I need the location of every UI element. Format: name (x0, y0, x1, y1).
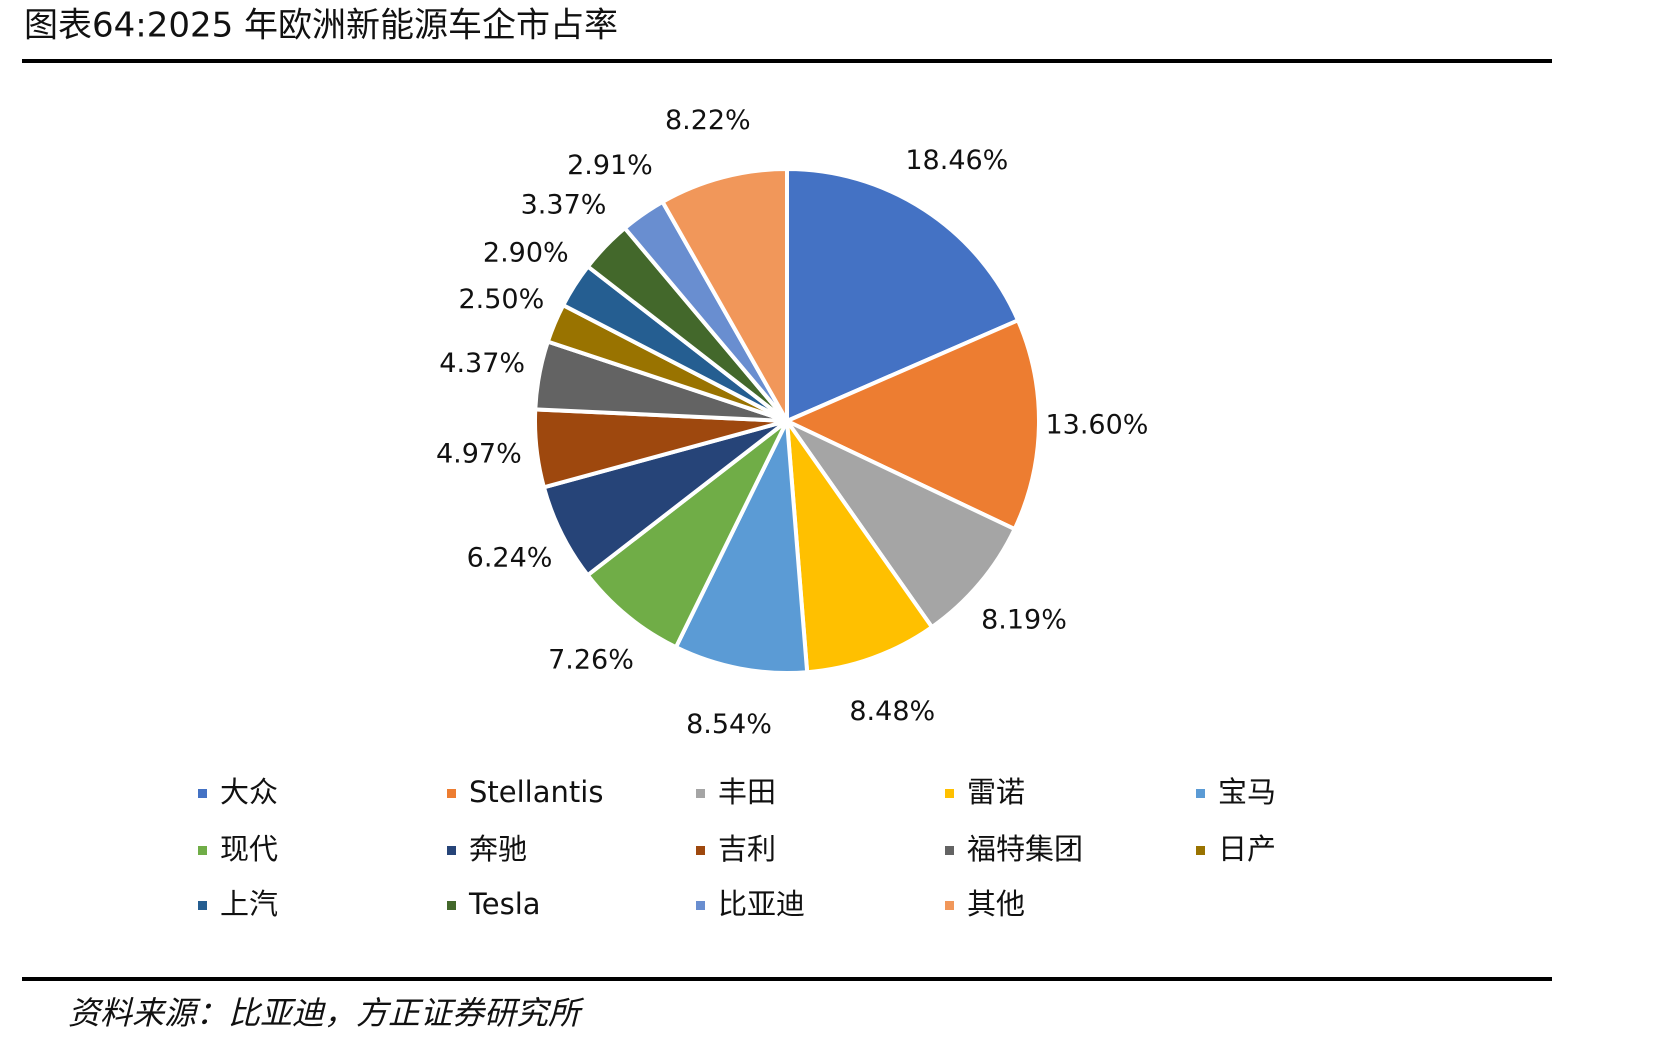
legend-label: 日产 (1218, 832, 1276, 866)
legend-swatch (945, 846, 954, 855)
legend-swatch (198, 846, 207, 855)
legend-swatch (945, 789, 954, 798)
data-label: 8.48% (849, 696, 935, 727)
data-label: 2.91% (567, 150, 653, 181)
legend-label: 上汽 (220, 887, 278, 921)
data-label: 8.54% (686, 709, 772, 740)
legend-label: 吉利 (718, 832, 776, 866)
legend-label: 比亚迪 (718, 887, 805, 921)
legend-label: Tesla (468, 887, 541, 921)
pie-slice (784, 413, 935, 675)
legend-swatch (447, 901, 456, 910)
data-label: 6.24% (467, 543, 553, 574)
legend-swatch (1196, 789, 1205, 798)
legend-swatch (696, 789, 705, 798)
legend-swatch (447, 846, 456, 855)
legend-swatch (945, 901, 954, 910)
pie-slice (782, 317, 1041, 532)
legend-label: 大众 (220, 775, 278, 809)
data-label: 3.37% (521, 190, 607, 221)
legend-label: 福特集团 (967, 832, 1083, 866)
pie-slice (780, 415, 1018, 630)
data-label: 13.60% (1045, 410, 1148, 441)
legend-label: 丰田 (718, 775, 776, 809)
pie-slice (785, 166, 1021, 425)
legend-label: 其他 (967, 887, 1025, 921)
legend-swatch (198, 901, 207, 910)
legend-swatch (198, 789, 207, 798)
legend-swatch (696, 901, 705, 910)
data-label: 18.46% (905, 145, 1008, 176)
data-label: 4.37% (439, 348, 525, 379)
data-label: 2.90% (483, 238, 569, 269)
source-note: 资料来源：比亚迪，方正证券研究所 (68, 994, 585, 1032)
legend-swatch (1196, 846, 1205, 855)
legend-label: 雷诺 (967, 775, 1025, 809)
legend-label: 宝马 (1218, 775, 1276, 809)
data-label: 8.19% (981, 604, 1067, 635)
data-label: 2.50% (458, 284, 544, 315)
chart-title: 图表64:2025 年欧洲新能源车企市占率 (24, 6, 618, 46)
legend-swatch (696, 846, 705, 855)
data-label: 7.26% (548, 645, 634, 676)
pie-slice (584, 419, 789, 650)
legend-label: 奔驰 (469, 832, 527, 866)
data-label: 8.22% (665, 105, 751, 136)
data-label: 4.97% (436, 439, 522, 470)
pie-slice (659, 166, 789, 429)
legend-label: 现代 (220, 832, 278, 866)
pie-slice (673, 413, 810, 675)
legend-label: Stellantis (469, 775, 603, 809)
legend-swatch (447, 789, 456, 798)
